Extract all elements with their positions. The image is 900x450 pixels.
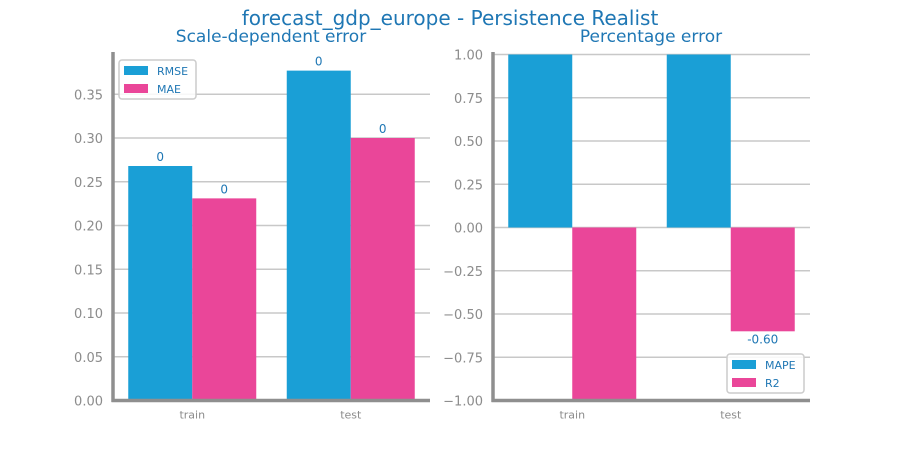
scale-dependent-error-chart: Scale-dependent error 0.00 0.05 0.10 0.15 0.… — [74, 27, 430, 422]
data-label: 0 — [379, 122, 387, 136]
y-tick-label: 0.25 — [74, 176, 103, 191]
y-tick-label: 0.15 — [74, 263, 103, 278]
legend-label-mae: MAE — [157, 83, 181, 96]
legend-swatch-mape — [732, 360, 756, 369]
y-tick-label: −0.25 — [443, 265, 483, 280]
data-label: 0 — [220, 182, 228, 196]
y-tick-label: 0.10 — [74, 307, 103, 322]
y-tick-label: 0.00 — [454, 222, 483, 237]
bar-r2-train — [572, 227, 637, 401]
bar-r2-test — [730, 227, 795, 332]
data-label: -0.60 — [747, 332, 778, 346]
legend-swatch-rmse — [124, 66, 148, 75]
y-tick-label: 1.00 — [454, 49, 483, 64]
y-tick-label: 0.50 — [454, 135, 483, 150]
legend-label-mape: MAPE — [765, 359, 796, 372]
bar-mape-train — [508, 54, 573, 228]
legend: MAPE R2 — [726, 353, 805, 394]
y-tick-label: 0.30 — [74, 132, 103, 147]
x-tick-label: test — [340, 409, 362, 422]
bar-mae-test — [350, 138, 415, 401]
y-tick-label: −1.00 — [443, 395, 483, 410]
percentage-error-chart: Percentage error 1.00 0.75 0.50 0.25 0.00 −0.… — [443, 27, 810, 422]
y-tick-label: 0.75 — [454, 92, 483, 107]
legend-label-rmse: RMSE — [157, 65, 188, 78]
figure-suptitle: forecast_gdp_europe - Persistence Realis… — [242, 6, 659, 30]
bar-rmse-test — [286, 70, 351, 401]
y-tick-label: −0.50 — [443, 308, 483, 323]
x-tick-label: test — [720, 409, 742, 422]
legend: RMSE MAE — [118, 59, 197, 100]
chart-left-title: Scale-dependent error — [176, 27, 366, 47]
y-tick-label: 0.00 — [74, 395, 103, 410]
legend-swatch-mae — [124, 84, 148, 93]
y-tick-label: 0.05 — [74, 351, 103, 366]
bar-mape-test — [666, 54, 731, 228]
x-tick-label: train — [559, 409, 585, 422]
bar-mae-train — [192, 198, 257, 401]
data-label: 0 — [156, 150, 164, 164]
chart-right-title: Percentage error — [580, 27, 722, 47]
y-tick-label: 0.20 — [74, 220, 103, 235]
x-tick-label: train — [179, 409, 205, 422]
y-tick-label: 0.35 — [74, 88, 103, 103]
y-tick-label: 0.25 — [454, 178, 483, 193]
data-label: 0 — [315, 55, 323, 69]
bar-rmse-train — [128, 166, 193, 401]
y-tick-label: −0.75 — [443, 351, 483, 366]
legend-label-r2: R2 — [765, 377, 780, 390]
legend-swatch-r2 — [732, 378, 756, 387]
